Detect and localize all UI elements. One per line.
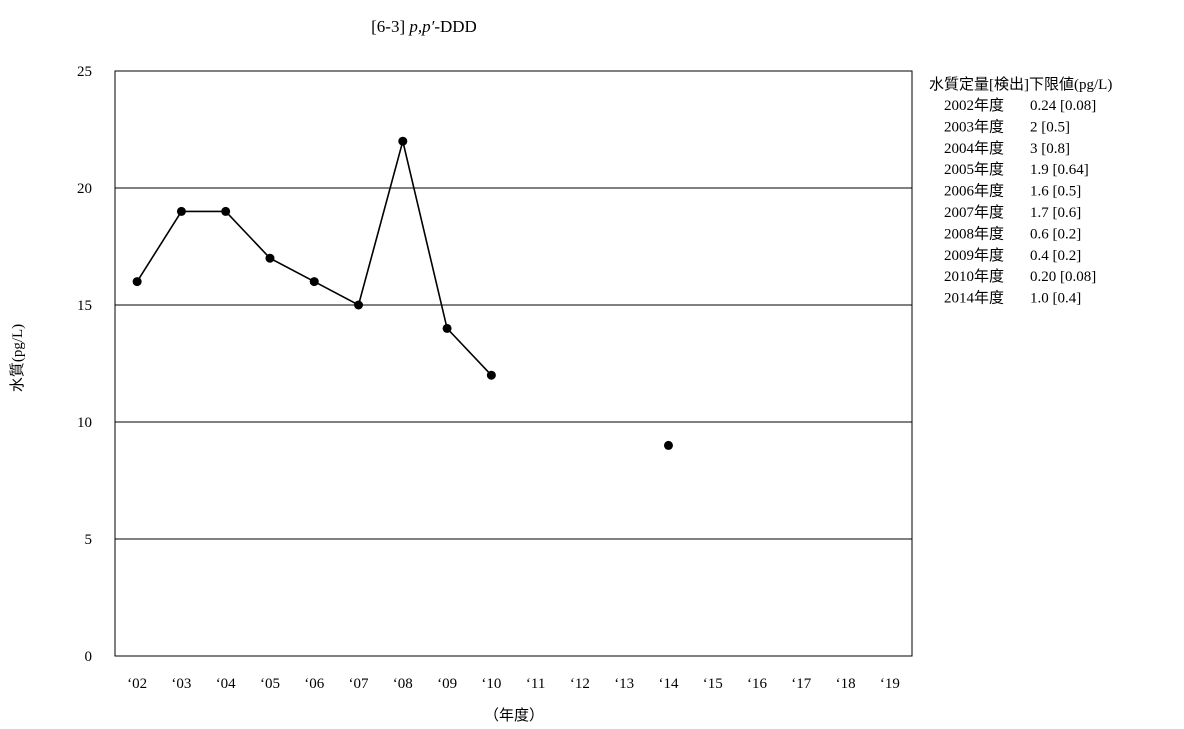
data-point xyxy=(354,300,364,310)
legend-limit-value: 3 [0.8] xyxy=(1030,141,1070,157)
x-tick-label: ‘16 xyxy=(747,676,767,692)
x-tick-label: ‘11 xyxy=(526,676,545,692)
x-tick-label: ‘02 xyxy=(127,676,147,692)
legend-year: 2006年度 xyxy=(944,183,1004,200)
legend-year: 2007年度 xyxy=(944,204,1004,221)
legend-limit-value: 0.6 [0.2] xyxy=(1030,226,1081,242)
legend-limit-value: 1.7 [0.6] xyxy=(1030,205,1081,221)
y-tick-label: 20 xyxy=(77,181,92,197)
data-point xyxy=(221,206,231,216)
legend-year: 2003年度 xyxy=(944,118,1004,135)
x-axis-label: （年度） xyxy=(484,707,544,724)
x-tick-label: ‘18 xyxy=(836,676,856,692)
y-tick-label: 10 xyxy=(77,415,92,431)
legend-limit-value: 1.6 [0.5] xyxy=(1030,184,1081,200)
chart-title: [6-3] p,p′-DDD xyxy=(371,17,477,36)
series-line xyxy=(136,140,492,376)
x-tick-label: ‘06 xyxy=(304,676,324,692)
data-point xyxy=(398,136,408,146)
legend-title: 水質定量[検出]下限値(pg/L) xyxy=(929,75,1112,93)
x-tick-label: ‘19 xyxy=(880,676,900,692)
legend-limit-value: 0.20 [0.08] xyxy=(1030,269,1096,285)
plot-area-frame xyxy=(114,70,913,657)
legend-limit-value: 1.9 [0.64] xyxy=(1030,162,1089,178)
y-tick-label: 0 xyxy=(85,649,93,665)
x-tick-label: ‘14 xyxy=(658,676,678,692)
legend-year: 2008年度 xyxy=(944,225,1004,242)
data-point xyxy=(442,323,452,333)
x-tick-label: ‘12 xyxy=(570,676,590,692)
x-tick-label: ‘13 xyxy=(614,676,634,692)
legend-year: 2004年度 xyxy=(944,140,1004,157)
y-tick-label: 5 xyxy=(85,532,93,548)
legend-limit-value: 2 [0.5] xyxy=(1030,119,1070,135)
y-tick-label: 15 xyxy=(77,298,92,314)
legend-limit-value: 0.24 [0.08] xyxy=(1030,98,1096,114)
data-point xyxy=(309,277,319,287)
x-axis-ticks: ‘02 ‘03 ‘04 ‘05 ‘06 ‘07 ‘08 ‘09 ‘10 ‘11 ‘12 ‘13 ‘14 ‘… xyxy=(127,676,900,692)
legend-year: 2009年度 xyxy=(944,247,1004,264)
x-tick-label: ‘08 xyxy=(393,676,413,692)
x-tick-label: ‘09 xyxy=(437,676,457,692)
x-tick-label: ‘17 xyxy=(791,676,811,692)
x-tick-label: ‘05 xyxy=(260,676,280,692)
legend-year: 2005年度 xyxy=(944,161,1004,178)
legend-year: 2014年度 xyxy=(944,290,1004,307)
legend-limit-value: 0.4 [0.2] xyxy=(1030,248,1081,264)
x-tick-label: ‘07 xyxy=(349,676,369,692)
gridlines xyxy=(115,187,912,540)
x-tick-label: ‘10 xyxy=(481,676,501,692)
detection-limit-legend: 水質定量[検出]下限値(pg/L) 2002年度 0.24 [0.08] 2003年… xyxy=(929,75,1112,307)
legend-limit-value: 1.0 [0.4] xyxy=(1030,291,1081,307)
x-tick-label: ‘15 xyxy=(703,676,723,692)
data-point xyxy=(663,440,673,450)
data-point xyxy=(132,277,142,287)
data-series xyxy=(132,136,673,450)
legend-year: 2010年度 xyxy=(944,268,1004,285)
x-tick-label: ‘04 xyxy=(216,676,236,692)
x-tick-label: ‘03 xyxy=(171,676,191,692)
y-axis-label: 水質(pg/L) xyxy=(8,324,26,392)
legend-year: 2002年度 xyxy=(944,97,1004,114)
data-point xyxy=(265,253,275,263)
data-point xyxy=(486,370,496,380)
y-tick-label: 25 xyxy=(77,64,92,80)
y-axis-ticks: 0 5 10 15 20 25 xyxy=(77,64,92,665)
data-point xyxy=(176,206,186,216)
